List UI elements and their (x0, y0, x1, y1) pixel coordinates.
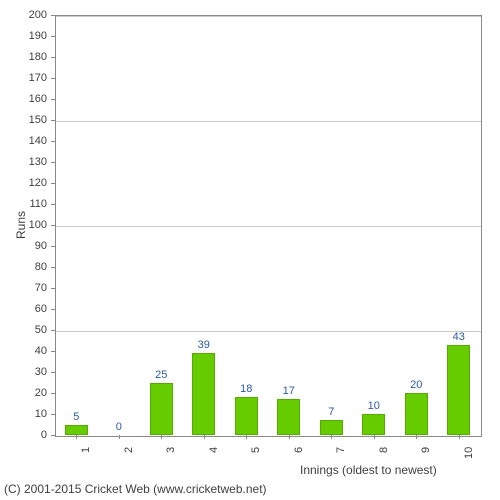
bar (405, 393, 428, 435)
y-tick (51, 288, 55, 289)
y-tick-label: 200 (0, 9, 47, 21)
x-tick-label: 10 (463, 447, 475, 459)
x-tick (416, 435, 417, 439)
bar (362, 414, 385, 435)
y-tick (51, 330, 55, 331)
y-tick (51, 435, 55, 436)
y-tick-label: 30 (0, 366, 47, 378)
x-tick-label: 7 (335, 447, 347, 453)
y-tick (51, 393, 55, 394)
bar-value-label: 7 (328, 406, 334, 418)
x-tick-label: 9 (420, 447, 432, 453)
copyright-text: (C) 2001-2015 Cricket Web (www.cricketwe… (4, 482, 267, 496)
y-tick-label: 170 (0, 72, 47, 84)
y-tick (51, 141, 55, 142)
plot-area (55, 15, 482, 437)
chart-container: Runs Innings (oldest to newest) (C) 2001… (0, 0, 500, 500)
y-tick (51, 36, 55, 37)
bar (192, 353, 215, 435)
y-tick (51, 225, 55, 226)
x-tick (374, 435, 375, 439)
y-tick-label: 0 (0, 429, 47, 441)
y-tick (51, 183, 55, 184)
gridline (56, 121, 481, 122)
y-tick (51, 162, 55, 163)
y-tick-label: 90 (0, 240, 47, 252)
y-tick (51, 246, 55, 247)
bar-value-label: 43 (453, 331, 465, 343)
y-tick (51, 99, 55, 100)
y-tick (51, 120, 55, 121)
bar (150, 383, 173, 436)
y-tick-label: 50 (0, 324, 47, 336)
x-tick (119, 435, 120, 439)
bar-value-label: 25 (155, 369, 167, 381)
x-tick-label: 6 (293, 447, 305, 453)
bar-value-label: 5 (73, 411, 79, 423)
y-tick-label: 100 (0, 219, 47, 231)
x-tick-label: 3 (165, 447, 177, 453)
gridline (56, 331, 481, 332)
y-tick-label: 160 (0, 93, 47, 105)
bar (320, 420, 343, 435)
x-tick-label: 2 (123, 447, 135, 453)
y-tick-label: 70 (0, 282, 47, 294)
x-tick-label: 1 (80, 447, 92, 453)
bar-value-label: 0 (116, 421, 122, 433)
x-tick (76, 435, 77, 439)
y-tick-label: 110 (0, 198, 47, 210)
y-tick (51, 78, 55, 79)
gridline (56, 16, 481, 17)
bar-value-label: 10 (368, 400, 380, 412)
bar (447, 345, 470, 435)
x-tick (161, 435, 162, 439)
y-tick (51, 267, 55, 268)
bar-value-label: 20 (410, 379, 422, 391)
y-tick (51, 372, 55, 373)
x-tick (331, 435, 332, 439)
x-tick-label: 8 (378, 447, 390, 453)
x-axis-label: Innings (oldest to newest) (300, 463, 437, 477)
x-tick-label: 4 (208, 447, 220, 453)
x-tick (204, 435, 205, 439)
bar (235, 397, 258, 435)
bar-value-label: 39 (198, 339, 210, 351)
x-tick-label: 5 (250, 447, 262, 453)
y-tick-label: 140 (0, 135, 47, 147)
y-tick-label: 80 (0, 261, 47, 273)
y-tick (51, 204, 55, 205)
y-tick-label: 20 (0, 387, 47, 399)
y-tick-label: 120 (0, 177, 47, 189)
y-tick-label: 60 (0, 303, 47, 315)
x-tick (289, 435, 290, 439)
y-tick (51, 351, 55, 352)
gridline (56, 226, 481, 227)
y-tick-label: 190 (0, 30, 47, 42)
y-tick-label: 40 (0, 345, 47, 357)
y-tick-label: 150 (0, 114, 47, 126)
y-tick (51, 57, 55, 58)
x-tick (246, 435, 247, 439)
y-tick (51, 309, 55, 310)
y-tick-label: 10 (0, 408, 47, 420)
y-tick-label: 130 (0, 156, 47, 168)
y-tick (51, 414, 55, 415)
x-tick (459, 435, 460, 439)
bar-value-label: 17 (283, 385, 295, 397)
bar (277, 399, 300, 435)
bar (65, 425, 88, 436)
y-tick (51, 15, 55, 16)
bar-value-label: 18 (240, 383, 252, 395)
y-tick-label: 180 (0, 51, 47, 63)
